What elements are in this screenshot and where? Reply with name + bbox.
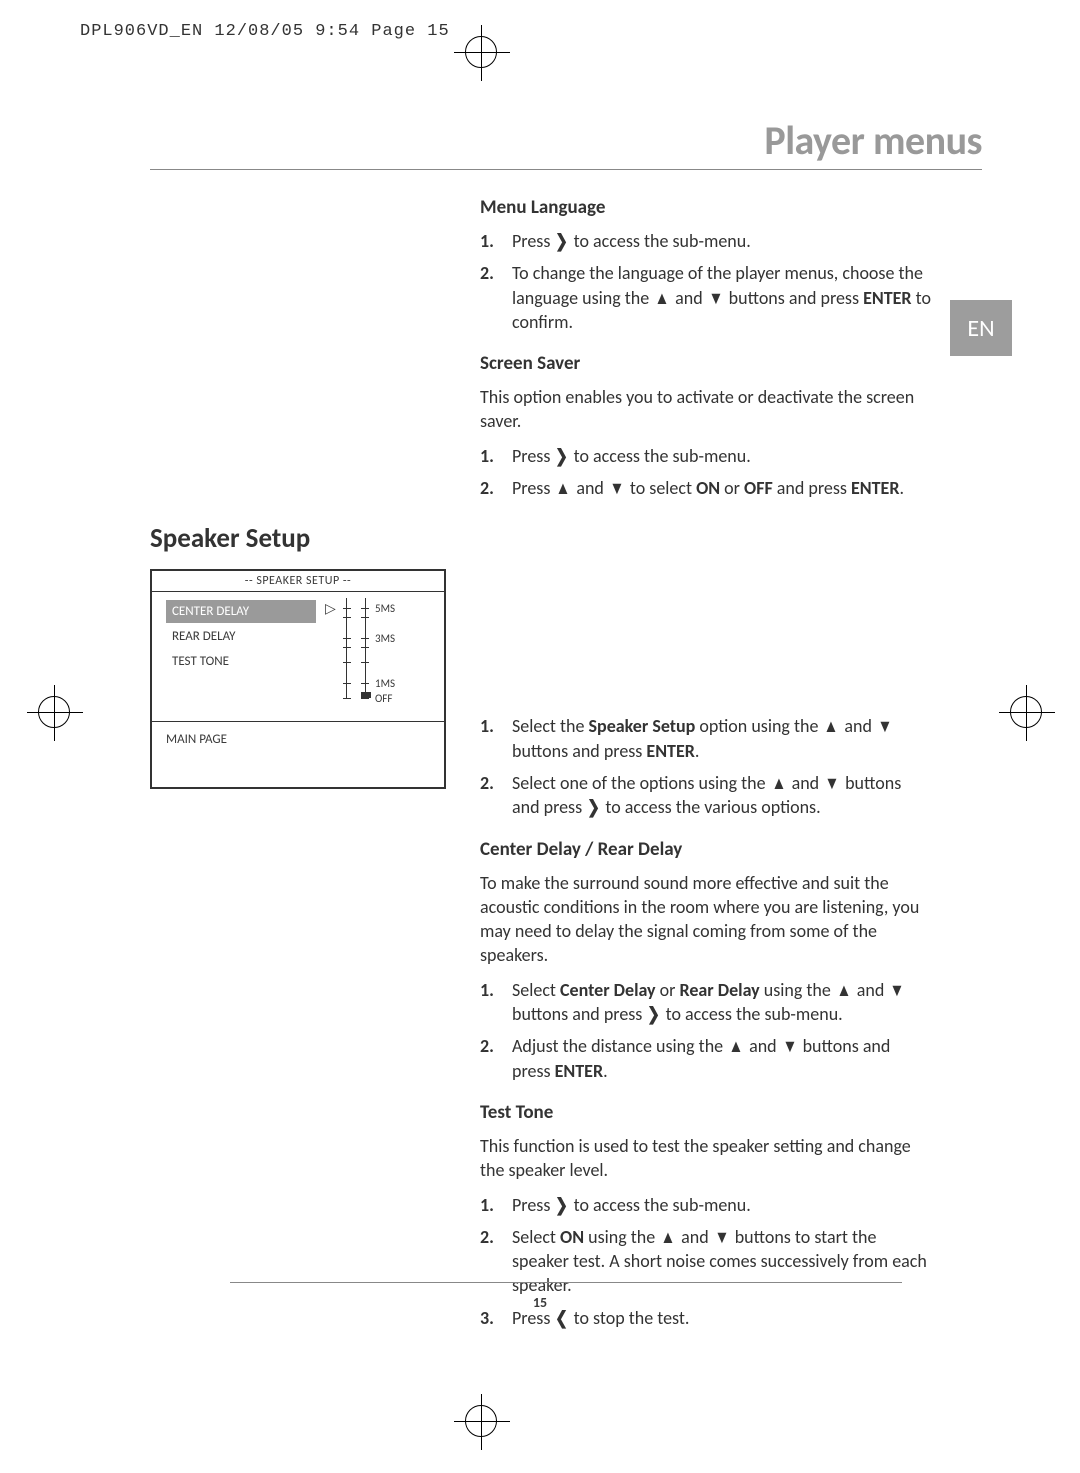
up-arrow-icon: ▲ (556, 476, 571, 500)
right-arrow-icon: ❯ (648, 1002, 661, 1026)
diagram-item-rear-delay: REAR DELAY (166, 625, 316, 648)
test-tone-heading: Test Tone (480, 1101, 932, 1124)
step: Select Center Delay or Rear Delay using … (480, 978, 932, 1027)
scale-label: OFF (375, 692, 392, 705)
crop-mark (0, 0, 1, 40)
right-column: Menu Language Press ❯ to access the sub-… (460, 192, 982, 1348)
language-tab: EN (950, 300, 1012, 356)
right-arrow-icon: ❯ (556, 1193, 569, 1217)
scale-tick: 5MS (347, 602, 395, 615)
scale-label: 3MS (375, 632, 395, 645)
menu-language-heading: Menu Language (480, 196, 932, 219)
bottom-rule (230, 1282, 902, 1283)
down-arrow-icon: ▼ (782, 1034, 797, 1058)
step: Press ❯ to access the sub-menu. (480, 1193, 932, 1217)
up-arrow-icon: ▲ (824, 714, 839, 738)
crop-register (1010, 696, 1042, 728)
right-arrow-icon: ❯ (556, 229, 569, 253)
down-arrow-icon: ▼ (877, 714, 892, 738)
up-arrow-icon: ▲ (729, 1034, 744, 1058)
diagram-item-center-delay: CENTER DELAY (166, 600, 316, 623)
step: To change the language of the player men… (480, 261, 932, 334)
diagram-cursor-icon: ▷ (325, 600, 336, 617)
diagram-body: CENTER DELAY REAR DELAY TEST TONE ▷ 5MS … (152, 592, 444, 722)
right-arrow-icon: ❯ (556, 444, 569, 468)
content-columns: Speaker Setup -- SPEAKER SETUP -- CENTER… (80, 170, 1000, 1348)
page-frame: Player menus EN Speaker Setup -- SPEAKER… (80, 54, 1000, 1369)
step: Press ▲ and ▼ to select ON or OFF and pr… (480, 476, 932, 500)
crop-mark (0, 83, 58, 84)
center-delay-steps: Select Center Delay or Rear Delay using … (480, 978, 932, 1083)
step: Press ❯ to access the sub-menu. (480, 229, 932, 253)
down-arrow-icon: ▼ (825, 771, 840, 795)
center-delay-heading: Center Delay / Rear Delay (480, 838, 932, 861)
step: Adjust the distance using the ▲ and ▼ bu… (480, 1034, 932, 1083)
scale-tick: 3MS (347, 632, 395, 645)
diagram-header: -- SPEAKER SETUP -- (152, 571, 444, 592)
diagram-items: CENTER DELAY REAR DELAY TEST TONE (166, 600, 316, 717)
page-title: Player menus (80, 54, 1000, 165)
step: Select ON using the ▲ and ▼ buttons to s… (480, 1225, 932, 1298)
right-arrow-icon: ❯ (587, 795, 600, 819)
down-arrow-icon: ▼ (708, 286, 723, 310)
left-column: Speaker Setup -- SPEAKER SETUP -- CENTER… (150, 192, 460, 1348)
center-delay-intro: To make the surround sound more effectiv… (480, 871, 932, 968)
up-arrow-icon: ▲ (836, 978, 851, 1002)
test-tone-intro: This function is used to test the speake… (480, 1134, 932, 1183)
scale-tick (347, 617, 369, 618)
page-number: 15 (80, 1294, 1000, 1311)
down-arrow-icon: ▼ (609, 476, 624, 500)
scale-marker (361, 692, 371, 698)
spacer (480, 518, 932, 714)
scale-tick: 1MS (347, 677, 395, 690)
up-arrow-icon: ▲ (655, 286, 670, 310)
speaker-setup-heading: Speaker Setup (150, 522, 460, 555)
down-arrow-icon: ▼ (714, 1225, 729, 1249)
scale-tick (347, 647, 369, 648)
step: Select one of the options using the ▲ an… (480, 771, 932, 820)
up-arrow-icon: ▲ (661, 1225, 676, 1249)
screen-saver-intro: This option enables you to activate or d… (480, 385, 932, 434)
scale-label: 5MS (375, 602, 395, 615)
scale-tick (347, 662, 369, 663)
step: Select the Speaker Setup option using th… (480, 714, 932, 763)
crop-register (465, 1405, 497, 1437)
crop-mark (0, 40, 1, 80)
print-header: DPL906VD_EN 12/08/05 9:54 Page 15 (80, 22, 450, 41)
down-arrow-icon: ▼ (890, 978, 905, 1002)
crop-register (38, 696, 70, 728)
screen-saver-heading: Screen Saver (480, 352, 932, 375)
speaker-setup-diagram: -- SPEAKER SETUP -- CENTER DELAY REAR DE… (150, 569, 446, 789)
diagram-item-test-tone: TEST TONE (166, 650, 316, 673)
speaker-setup-block: Speaker Setup -- SPEAKER SETUP -- CENTER… (150, 522, 460, 789)
screen-saver-steps: Press ❯ to access the sub-menu. Press ▲ … (480, 444, 932, 501)
diagram-scale: 5MS 3MS 1MS OFF (346, 598, 428, 698)
menu-language-steps: Press ❯ to access the sub-menu. To chang… (480, 229, 932, 334)
speaker-setup-steps: Select the Speaker Setup option using th… (480, 714, 932, 819)
up-arrow-icon: ▲ (771, 771, 786, 795)
diagram-footer: MAIN PAGE (152, 722, 444, 787)
step: Press ❯ to access the sub-menu. (480, 444, 932, 468)
scale-label: 1MS (375, 677, 395, 690)
